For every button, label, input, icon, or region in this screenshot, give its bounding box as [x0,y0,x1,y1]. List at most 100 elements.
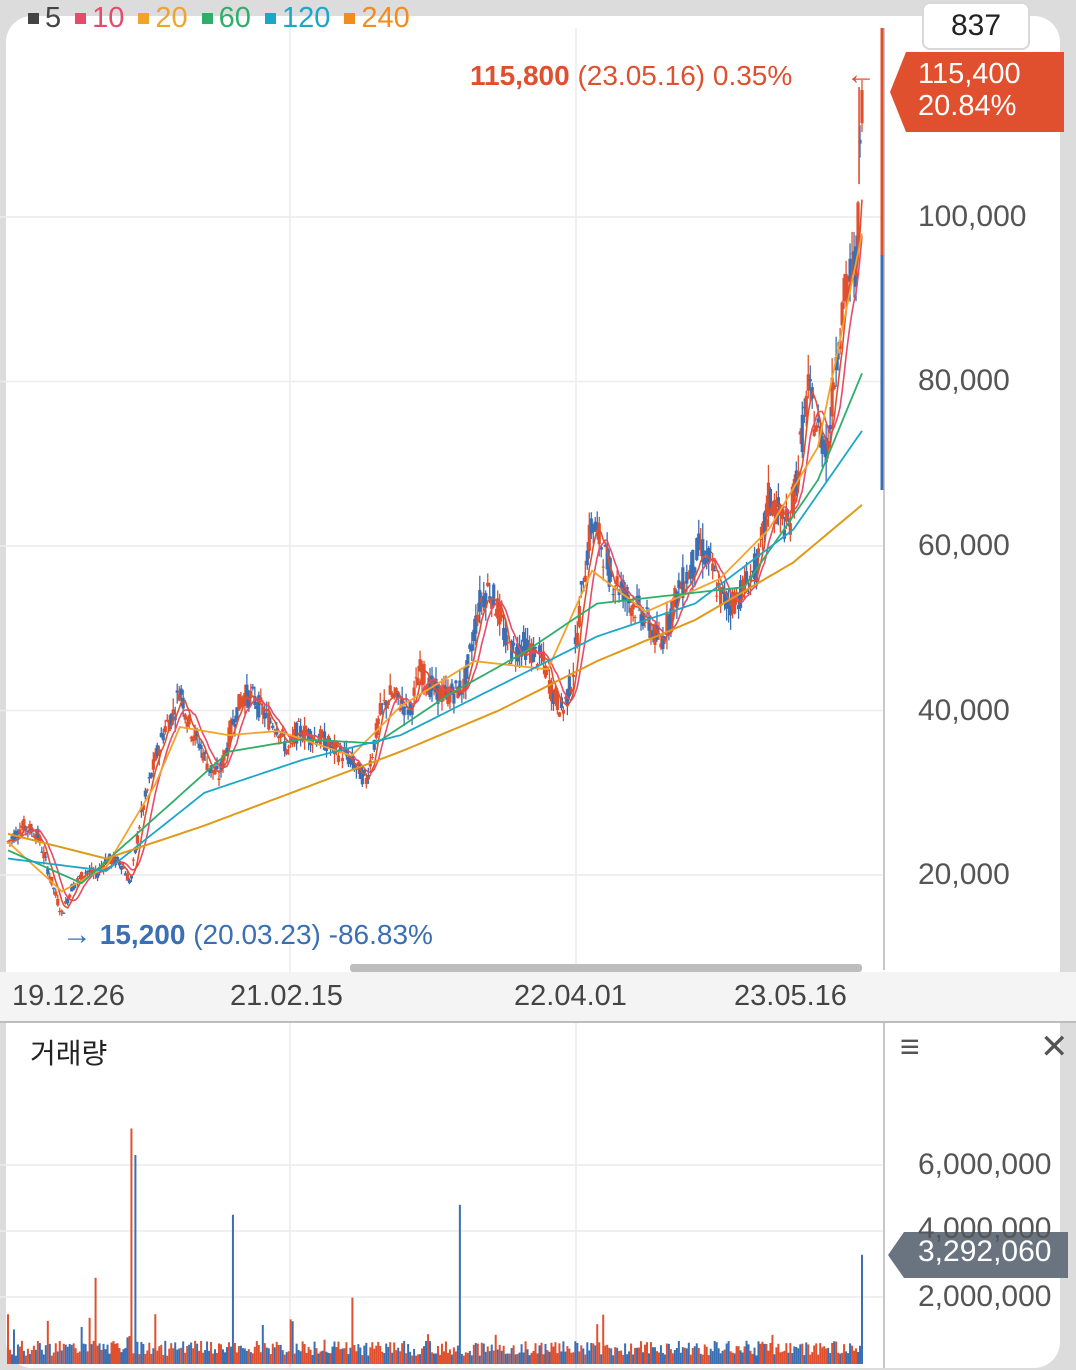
close-icon[interactable]: ✕ [1040,1028,1069,1066]
price-candle [332,740,337,755]
volume-bar [442,1351,445,1364]
volume-bar [208,1350,211,1364]
volume-bar [749,1350,752,1364]
price-candle [76,878,80,882]
volume-bar [405,1353,408,1364]
price-candle [90,867,94,874]
volume-y-label: 6,000,000 [918,1148,1052,1181]
volume-bar [482,1343,485,1364]
price-candle [213,769,217,775]
volume-bar [522,1352,525,1364]
volume-bar [466,1352,469,1364]
price-candle [340,758,345,762]
volume-bar [253,1346,256,1364]
price-candle [283,741,287,752]
volume-bar [84,1344,87,1364]
y-label: 40,000 [918,694,1010,727]
volume-bar [689,1354,692,1364]
price-candle [406,709,410,715]
legend-label: 240 [361,2,410,34]
current-change-pct: 20.84% [918,90,1017,122]
price-candle [328,746,333,749]
price-candle [822,446,826,448]
volume-bar [166,1355,169,1364]
volume-bar [446,1352,449,1364]
legend-item-ma20[interactable]: 20 [138,2,188,35]
volume-bar [640,1341,643,1364]
price-candle [844,273,848,300]
volume-bar [701,1354,704,1364]
price-candle [537,645,542,655]
legend-item-ma60[interactable]: 60 [201,2,251,35]
price-candle [470,644,474,652]
price-candle [179,688,183,695]
price-candle [181,697,185,709]
price-candle [776,497,780,508]
volume-bar [419,1354,422,1364]
volume-bar [24,1355,27,1364]
volume-bar [116,1343,119,1364]
volume-bar [811,1352,814,1364]
price-candle [141,804,145,810]
volume-bar [28,1353,31,1364]
horizontal-scrollbar[interactable] [350,964,862,972]
price-candle [257,695,261,718]
volume-bar [677,1341,680,1364]
volume-bar [572,1352,575,1364]
volume-bar [98,1343,101,1364]
volume-bar [542,1354,545,1364]
volume-bar [249,1352,252,1364]
volume-bar [799,1344,802,1364]
price-candle [758,538,763,540]
volume-bar [267,1348,270,1364]
legend-item-ma240[interactable]: 240 [344,2,410,35]
price-candle [34,834,38,840]
price-candle [88,870,92,873]
volume-bar [468,1350,471,1364]
menu-icon[interactable]: ≡ [900,1028,920,1066]
volume-bar [259,1352,262,1364]
volume-panel-title: 거래량 [30,1038,108,1069]
y-label: 80,000 [918,364,1010,397]
volume-bar [825,1348,828,1364]
price-candle [18,829,22,835]
volume-bar [192,1348,195,1364]
volume-bar [415,1355,418,1364]
volume-bar [745,1340,748,1364]
volume-bar [614,1347,617,1364]
legend-item-ma120[interactable]: 120 [264,2,330,35]
price-candle [631,604,635,610]
volume-bar [472,1344,475,1364]
volume-bar [580,1345,583,1364]
volume-bar [649,1342,652,1364]
volume-bar [671,1353,674,1364]
volume-bar [715,1342,718,1364]
volume-bar [753,1347,756,1364]
legend-swatch [344,13,356,24]
legend-item-ma5[interactable]: 5 [28,2,61,35]
price-candle [330,741,335,745]
volume-bar [833,1341,836,1364]
volume-bar [50,1355,53,1364]
ma60-line [7,372,863,885]
price-candle [846,278,850,282]
price-candle [840,302,844,326]
price-candle [147,777,151,779]
price-candle [705,550,709,555]
volume-bar [273,1347,276,1364]
volume-bar [66,1346,69,1364]
price-candle [56,898,60,906]
price-candle [782,529,786,539]
price-candle [183,714,187,720]
legend-item-ma10[interactable]: 10 [75,2,124,35]
volume-bar [759,1343,762,1364]
visible-count-box[interactable]: 837 [922,2,1030,50]
low-arrow-icon: → [62,918,92,951]
price-candle [549,681,554,702]
price-candle [58,910,62,913]
price-candle [28,824,32,834]
volume-bar [40,1349,43,1364]
price-candle [559,697,564,709]
price-candle [197,743,201,749]
